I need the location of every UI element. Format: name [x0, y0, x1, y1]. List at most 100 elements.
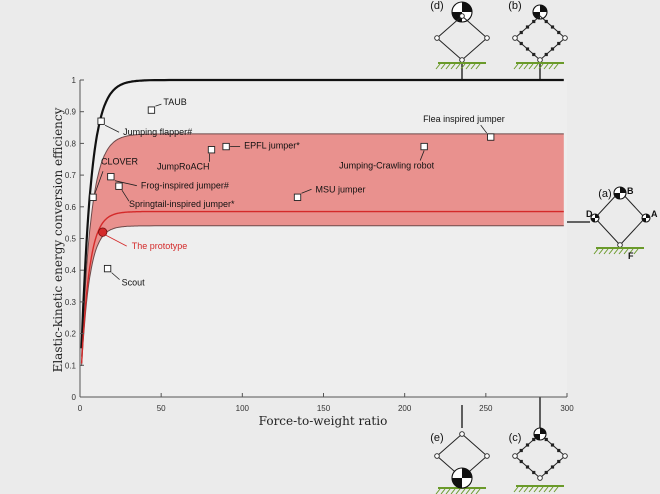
inset-d-linkage: [436, 15, 488, 61]
y-tick-label: 0.7: [65, 171, 77, 180]
inset-c: [512, 427, 568, 493]
data-label-5: Jumping-Crawling robot: [339, 161, 435, 171]
inset-a: [590, 186, 651, 255]
joint: [562, 453, 568, 459]
inset-a-ground: [593, 247, 644, 255]
data-label-8: Springtail-inspired jumper*: [129, 199, 235, 209]
spring-mark: [544, 470, 548, 475]
joint: [434, 453, 440, 459]
joint: [434, 35, 440, 41]
joint: [512, 453, 518, 459]
spring-mark: [550, 47, 555, 51]
spring-mark: [525, 465, 530, 469]
data-point-2: [487, 133, 495, 141]
data-point-6: [89, 193, 97, 201]
spring-mark: [550, 465, 555, 469]
y-axis-label: Elastic-kinetic energy conversion effici…: [51, 107, 65, 372]
data-label-3: EPFL jumper*: [244, 141, 300, 151]
y-tick-label: 0.9: [65, 108, 77, 117]
leader-10: [111, 272, 120, 280]
data-label-7: Frog-inspired jumper#: [141, 181, 229, 191]
y-tick-label: 1: [72, 76, 77, 85]
joint: [484, 35, 490, 41]
plot-area: [80, 80, 567, 397]
inset-e-ground: [435, 487, 486, 494]
prototype-point: [98, 227, 108, 237]
model-curves: [80, 78, 564, 364]
joint: [617, 242, 623, 248]
inset-b-ground: [513, 62, 564, 70]
data-point-8: [115, 182, 123, 190]
data-label-9: MSU jumper: [316, 184, 366, 194]
y-tick-label: 0.5: [65, 235, 77, 244]
inset-c-balance: [533, 427, 547, 441]
data-point-1: [97, 117, 105, 125]
data-label-6: CLOVER: [101, 156, 139, 166]
spring-mark: [544, 19, 548, 24]
inset-c-ground: [513, 485, 564, 493]
spring-mark: [519, 459, 523, 464]
inset-a-balance-b: [613, 186, 627, 200]
x-tick-label: 50: [157, 404, 166, 413]
y-tick-label: 0.1: [65, 361, 77, 370]
inset-d-ground: [435, 62, 486, 70]
data-point-10: [103, 264, 112, 273]
inset-b-label: (b): [508, 0, 521, 12]
y-tick-label: 0: [72, 393, 77, 402]
x-tick-label: 250: [479, 404, 493, 413]
leader-0: [155, 103, 162, 107]
inset-e-balance: [451, 467, 473, 489]
y-tick-label: 0.6: [65, 203, 77, 212]
x-tick-label: 100: [236, 404, 250, 413]
spring-mark: [557, 459, 561, 464]
inset-a-point-a: A: [651, 209, 658, 219]
band-area: [81, 133, 564, 366]
leader-2: [480, 124, 488, 134]
inset-d-label: (d): [430, 0, 443, 12]
spring-mark: [519, 30, 523, 35]
spring-mark: [557, 448, 561, 453]
x-tick-label: 300: [560, 404, 574, 413]
spring-mark: [544, 52, 548, 57]
inset-e-label: (e): [430, 432, 443, 444]
data-label-1: Jumping flapper#: [123, 127, 192, 137]
joint: [484, 453, 490, 459]
spring-mark: [550, 443, 555, 447]
spring-mark: [532, 52, 536, 57]
x-tick-label: 0: [78, 404, 83, 413]
data-label-0: TAUB: [163, 97, 186, 107]
spring-mark: [525, 47, 530, 51]
x-tick-label: 150: [317, 404, 331, 413]
spring-mark: [519, 448, 523, 453]
spring-mark: [557, 41, 561, 46]
inset-b: [512, 4, 568, 70]
inset-a-label: (a): [598, 188, 611, 200]
inset-a-balance-a: [641, 213, 651, 223]
data-point-0: [147, 106, 156, 114]
y-tick-label: 0.3: [65, 298, 77, 307]
leader-1: [104, 124, 120, 133]
spring-mark: [519, 41, 523, 46]
joint: [459, 431, 465, 437]
leader-6: [94, 171, 104, 194]
inset-a-point-f: F: [628, 251, 634, 261]
joint: [537, 57, 543, 63]
leader-prototype: [105, 234, 127, 247]
inset-a-point-b: B: [627, 186, 634, 196]
spring-mark: [557, 30, 561, 35]
data-point-7: [107, 173, 115, 181]
inset-a-balance-d: [590, 213, 600, 223]
leader-5: [419, 150, 425, 161]
data-point-3: [222, 142, 230, 151]
y-tick-label: 0.4: [65, 266, 77, 275]
band-upper-edge: [81, 133, 564, 357]
mechanism-insets: (d) (b) (a) B A D F (e) (c): [430, 0, 658, 494]
inset-b-balance: [532, 4, 548, 20]
data-label-10: Scout: [122, 278, 146, 288]
spring-mark: [532, 437, 536, 442]
spring-mark: [525, 443, 530, 447]
leader-7: [114, 180, 137, 187]
y-tick-label: 0.8: [65, 139, 77, 148]
